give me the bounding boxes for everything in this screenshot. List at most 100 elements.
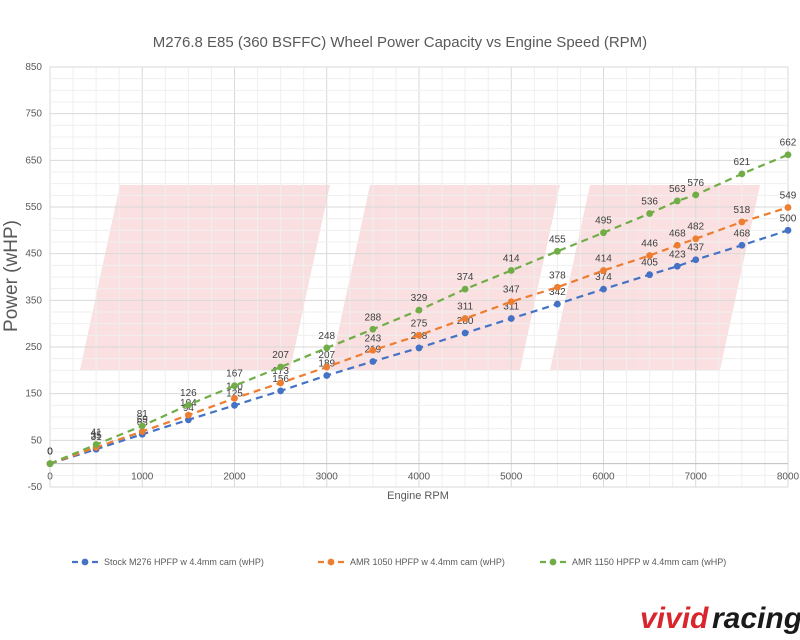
- data-label: 275: [411, 318, 428, 329]
- legend-label: AMR 1150 HPFP w 4.4mm cam (wHP): [572, 557, 726, 567]
- series-line: [49, 153, 789, 465]
- data-label: 374: [595, 272, 612, 283]
- series-3: 0 41 81 126 167 207 248 288 329 374 414 455 495 536 56…: [46, 138, 797, 468]
- data-label: 0: [47, 447, 53, 458]
- brand-logo-part2: racing: [712, 602, 800, 635]
- data-point: [646, 271, 654, 279]
- data-label: 378: [549, 270, 566, 281]
- data-label: 414: [595, 253, 612, 264]
- x-tick-label: 0: [47, 472, 53, 483]
- x-tick-label: 2000: [223, 472, 246, 483]
- data-point: [673, 241, 681, 249]
- y-tick-label: 750: [25, 109, 42, 120]
- chart-title: M276.8 E85 (360 BSFFC) Wheel Power Capac…: [153, 34, 647, 51]
- data-label: 536: [641, 197, 658, 208]
- series-line: [49, 206, 789, 465]
- data-point: [738, 170, 746, 178]
- data-point: [507, 298, 515, 306]
- data-label: 207: [318, 350, 335, 361]
- data-point: [323, 372, 331, 379]
- data-point: [92, 441, 100, 448]
- x-axis-title: Engine RPM: [387, 490, 449, 502]
- data-label: 468: [734, 228, 751, 239]
- data-point: [231, 401, 238, 409]
- data-label: 405: [641, 258, 658, 269]
- data-point: [600, 229, 607, 237]
- data-label: 94: [183, 403, 195, 414]
- data-label: 0: [47, 447, 53, 458]
- data-label: 41: [91, 428, 103, 439]
- y-tick-label: 550: [25, 202, 42, 213]
- data-point: [507, 267, 515, 274]
- data-label: 31: [91, 432, 103, 443]
- grid: [49, 66, 789, 488]
- data-point: [553, 247, 561, 255]
- y-tick-label: -50: [28, 482, 43, 493]
- data-label: 662: [780, 138, 797, 149]
- data-point: [277, 379, 285, 387]
- x-tick-label: 6000: [592, 472, 615, 483]
- y-axis: -50 50 150 250 350 450 550 650 750 850: [25, 62, 42, 493]
- legend-marker: [327, 558, 335, 566]
- y-tick-label: 450: [25, 249, 42, 260]
- data-point: [323, 363, 331, 371]
- y-tick-label: 150: [25, 389, 42, 400]
- y-tick-label: 250: [25, 342, 42, 353]
- data-label: 0: [47, 447, 53, 458]
- data-label: 173: [272, 366, 289, 377]
- data-label: 495: [595, 216, 612, 227]
- data-point: [600, 267, 607, 274]
- data-label: 563: [669, 184, 686, 195]
- legend-item-2: AMR 1050 HPFP w 4.4mm cam (wHP): [318, 557, 505, 567]
- data-point: [692, 256, 700, 264]
- data-label: 248: [318, 331, 335, 342]
- data-point: [369, 325, 377, 333]
- data-label: 69: [137, 414, 149, 425]
- legend-label: AMR 1050 HPFP w 4.4mm cam (wHP): [350, 557, 505, 567]
- data-point: [784, 204, 792, 211]
- data-point: [692, 235, 700, 243]
- brand-logo: vivid racing: [640, 602, 800, 635]
- data-point: [461, 315, 469, 322]
- data-label: 167: [226, 369, 243, 380]
- data-point: [507, 315, 515, 322]
- data-point: [46, 460, 54, 468]
- data-label: 549: [780, 190, 797, 201]
- y-axis-title: Power (wHP): [1, 220, 22, 332]
- data-label: 311: [457, 302, 473, 313]
- x-tick-label: 3000: [316, 472, 339, 483]
- data-point: [692, 191, 700, 199]
- data-label: 446: [641, 239, 658, 250]
- x-axis: 0 1000 2000 3000 4000 5000 6000 7000 8000: [47, 472, 799, 483]
- data-point: [184, 416, 192, 424]
- data-label: 347: [503, 285, 520, 296]
- data-label: 374: [457, 272, 474, 283]
- data-label: 518: [734, 205, 751, 216]
- data-point: [277, 387, 285, 395]
- y-tick-label: 350: [25, 295, 42, 306]
- data-point: [553, 300, 561, 308]
- data-point: [231, 394, 238, 402]
- data-point: [738, 241, 746, 249]
- legend-marker: [549, 558, 557, 566]
- data-point: [600, 285, 607, 293]
- data-point: [673, 262, 681, 270]
- data-label: 207: [272, 350, 289, 361]
- data-label: 468: [669, 228, 686, 239]
- data-point: [369, 358, 377, 365]
- data-point: [415, 344, 423, 352]
- x-tick-label: 1000: [131, 472, 154, 483]
- data-label: 35: [91, 430, 103, 441]
- data-label: 482: [687, 222, 704, 233]
- plot-area: 0316394125156189219248280311342374405423…: [46, 138, 797, 468]
- data-point: [646, 252, 654, 259]
- legend-label: Stock M276 HPFP w 4.4mm cam (wHP): [104, 557, 264, 567]
- data-label: 125: [226, 388, 243, 399]
- data-label: 288: [365, 312, 382, 323]
- x-tick-label: 7000: [685, 472, 708, 483]
- data-label: 311: [503, 302, 519, 313]
- data-point: [369, 346, 377, 354]
- data-point: [738, 218, 746, 226]
- data-point: [277, 363, 285, 371]
- x-tick-label: 5000: [500, 472, 523, 483]
